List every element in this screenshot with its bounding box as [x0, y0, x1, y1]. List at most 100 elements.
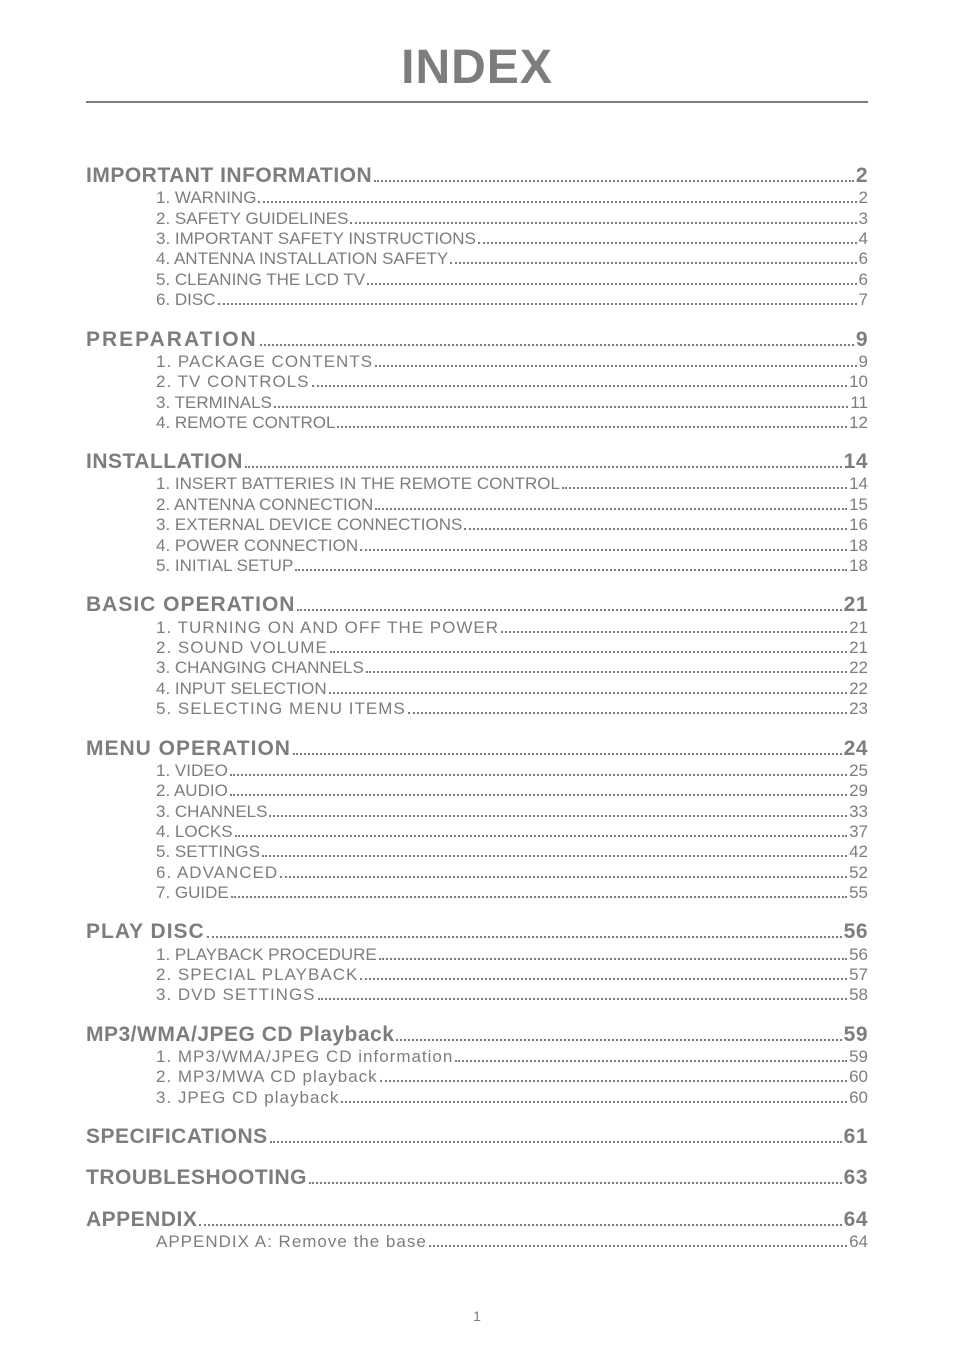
toc-section: TROUBLESHOOTING 63 — [86, 1165, 868, 1190]
toc-item-row: 4. POWER CONNECTION18 — [86, 536, 868, 556]
toc-heading-page: 24 — [844, 736, 868, 761]
toc-item-label: 2. SAFETY GUIDELINES — [156, 209, 348, 229]
toc-item-page: 56 — [849, 945, 868, 965]
dot-leader — [478, 242, 857, 244]
toc-heading-page: 59 — [844, 1022, 868, 1047]
dot-leader — [396, 1039, 841, 1041]
toc-item-label: APPENDIX A: Remove the base — [156, 1232, 427, 1252]
toc-section: MENU OPERATION241. VIDEO252. AUDIO293. C… — [86, 736, 868, 904]
toc-item-row: 1. INSERT BATTERIES IN THE REMOTE CONTRO… — [86, 474, 868, 494]
dot-leader — [408, 712, 847, 714]
toc-item-row: 5. SELECTING MENU ITEMS 23 — [86, 699, 868, 719]
toc-item-page: 10 — [849, 372, 868, 392]
dot-leader — [329, 692, 847, 694]
dot-leader — [375, 508, 847, 510]
toc-heading-label: PLAY DISC — [86, 919, 205, 944]
toc-item-label: 3. IMPORTANT SAFETY INSTRUCTIONS — [156, 229, 476, 249]
toc-item-page: 4 — [859, 229, 868, 249]
toc-item-label: 1. PACKAGE CONTENTS — [156, 352, 373, 372]
toc-item-row: 1. PLAYBACK PROCEDURE 56 — [86, 945, 868, 965]
dot-leader — [360, 978, 847, 980]
toc-heading-page: 21 — [844, 592, 868, 617]
toc-heading-row: IMPORTANT INFORMATION2 — [86, 163, 868, 188]
toc-item-row: 3. JPEG CD playback 60 — [86, 1088, 868, 1108]
toc-item-label: 5. CLEANING THE LCD TV — [156, 270, 365, 290]
toc-item-row: 2. SAFETY GUIDELINES 3 — [86, 209, 868, 229]
dot-leader — [455, 1060, 847, 1062]
toc-item-page: 22 — [849, 658, 868, 678]
toc-item-row: 4. LOCKS37 — [86, 822, 868, 842]
toc-item-page: 37 — [849, 822, 868, 842]
dot-leader — [380, 1080, 847, 1082]
toc-item-page: 14 — [849, 474, 868, 494]
toc-item-row: 2. TV CONTROLS 10 — [86, 372, 868, 392]
toc-heading-row: MENU OPERATION24 — [86, 736, 868, 761]
toc-item-page: 15 — [849, 495, 868, 515]
toc-item-label: 3. EXTERNAL DEVICE CONNECTIONS — [156, 515, 462, 535]
toc-item-label: 5. INITIAL SETUP — [156, 556, 293, 576]
toc-item-row: 7. GUIDE 55 — [86, 883, 868, 903]
toc-item-row: 1. WARNING2 — [86, 188, 868, 208]
toc-heading-page: 63 — [844, 1165, 868, 1190]
dot-leader — [379, 958, 847, 960]
toc-section: SPECIFICATIONS61 — [86, 1124, 868, 1149]
toc-heading-row: MP3/WMA/JPEG CD Playback 59 — [86, 1022, 868, 1047]
toc-item-label: 3. JPEG CD playback — [156, 1088, 339, 1108]
toc-heading-label: MP3/WMA/JPEG CD Playback — [86, 1022, 394, 1047]
dot-leader — [337, 426, 847, 428]
toc-section: IMPORTANT INFORMATION21. WARNING22. SAFE… — [86, 163, 868, 311]
toc-item-row: 2. SPECIAL PLAYBACK 57 — [86, 965, 868, 985]
toc-item-page: 9 — [859, 352, 868, 372]
toc-item-page: 57 — [849, 965, 868, 985]
toc-item-label: 1. VIDEO — [156, 761, 228, 781]
dot-leader — [374, 180, 854, 182]
toc-item-label: 5. SELECTING MENU ITEMS — [156, 699, 406, 719]
toc-item-row: 6. DISC7 — [86, 290, 868, 310]
toc-heading-page: 9 — [856, 327, 868, 352]
toc-heading-label: TROUBLESHOOTING — [86, 1165, 307, 1190]
toc-item-page: 52 — [849, 863, 868, 883]
toc-item-row: 3. TERMINALS 11 — [86, 393, 868, 413]
toc-item-label: 1. PLAYBACK PROCEDURE — [156, 945, 377, 965]
toc-heading-label: PREPARATION — [86, 327, 258, 352]
toc-item-row: 1. MP3/WMA/JPEG CD information59 — [86, 1047, 868, 1067]
toc-item-row: 4. INPUT SELECTION 22 — [86, 679, 868, 699]
dot-leader — [235, 835, 848, 837]
toc-item-page: 60 — [849, 1067, 868, 1087]
toc-item-label: 5. SETTINGS — [156, 842, 260, 862]
toc-item-page: 59 — [849, 1047, 868, 1067]
toc-item-page: 3 — [859, 209, 868, 229]
toc-item-page: 33 — [849, 802, 868, 822]
toc-item-page: 60 — [849, 1088, 868, 1108]
toc-item-page: 18 — [849, 536, 868, 556]
toc-item-row: 2. MP3/MWA CD playback60 — [86, 1067, 868, 1087]
dot-leader — [330, 651, 847, 653]
toc-item-label: 2. ANTENNA CONNECTION — [156, 495, 373, 515]
dot-leader — [350, 222, 856, 224]
toc-item-page: 22 — [849, 679, 868, 699]
toc-item-page: 58 — [849, 985, 868, 1005]
toc-item-label: 3. DVD SETTINGS — [156, 985, 316, 1005]
toc-heading-page: 14 — [844, 449, 868, 474]
toc-item-row: 3. IMPORTANT SAFETY INSTRUCTIONS 4 — [86, 229, 868, 249]
toc-item-page: 16 — [849, 515, 868, 535]
toc-item-page: 55 — [849, 883, 868, 903]
toc-item-page: 21 — [849, 638, 868, 658]
toc-item-page: 7 — [859, 290, 868, 310]
dot-leader — [367, 283, 856, 285]
toc-heading-page: 64 — [844, 1207, 868, 1232]
dot-leader — [231, 896, 847, 898]
toc-item-label: 3. TERMINALS — [156, 393, 272, 413]
toc-item-page: 11 — [850, 393, 868, 413]
dot-leader — [270, 1141, 842, 1143]
toc-heading-label: INSTALLATION — [86, 449, 243, 474]
toc-item-label: 2. SPECIAL PLAYBACK — [156, 965, 358, 985]
toc-item-row: 6. ADVANCED52 — [86, 863, 868, 883]
toc-item-row: 3. EXTERNAL DEVICE CONNECTIONS 16 — [86, 515, 868, 535]
toc-item-label: 2. TV CONTROLS — [156, 372, 310, 392]
toc-item-label: 4. INPUT SELECTION — [156, 679, 327, 699]
toc-item-page: 23 — [849, 699, 868, 719]
dot-leader — [280, 876, 847, 878]
toc-item-label: 7. GUIDE — [156, 883, 229, 903]
dot-leader — [230, 774, 847, 776]
